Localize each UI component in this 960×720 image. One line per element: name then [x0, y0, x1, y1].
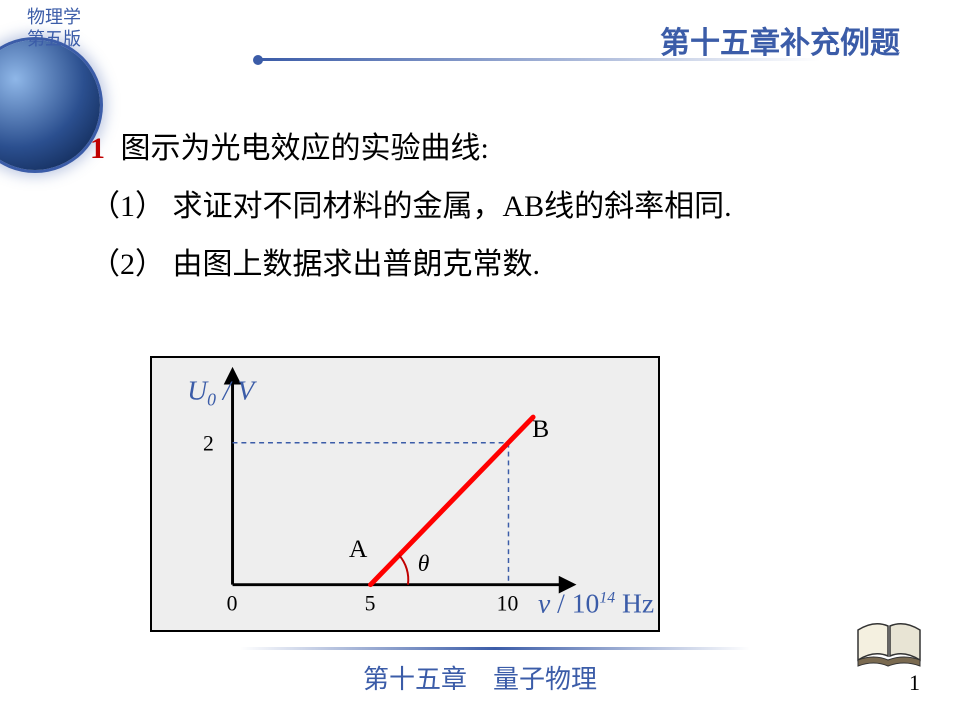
footer-rule — [240, 647, 750, 650]
textbook-edition: 第五版 — [24, 28, 84, 50]
xtick-10: 10 — [497, 591, 519, 615]
problem-number: 1 — [90, 132, 105, 165]
line-3-text: 由图上数据求出普朗克常数. — [173, 248, 541, 281]
line-1-text: 图示为光电效应的实验曲线: — [121, 132, 489, 165]
ytick-2: 2 — [203, 432, 214, 456]
page-number: 1 — [909, 670, 920, 696]
problem-text: 1 图示为光电效应的实验曲线: （1） 求证对不同材料的金属，AB线的斜率相同.… — [90, 120, 920, 294]
point-a-label: A — [349, 534, 368, 563]
line-1: 1 图示为光电效应的实验曲线: — [90, 120, 920, 178]
sub-1: （1） — [90, 190, 165, 223]
chart-svg: U0 / V 2 0 5 10 v / 1014 Hz A B θ — [152, 358, 658, 630]
theta-label: θ — [418, 551, 430, 577]
textbook-name: 物理学 — [24, 6, 84, 28]
line-2: （1） 求证对不同材料的金属，AB线的斜率相同. — [90, 178, 920, 236]
chapter-header: 第十五章补充例题 — [660, 18, 900, 62]
header-rule — [260, 58, 820, 61]
xtick-5: 5 — [365, 591, 376, 615]
sub-2: （2） — [90, 248, 165, 281]
photoelectric-chart: U0 / V 2 0 5 10 v / 1014 Hz A B θ — [150, 356, 660, 632]
point-b-label: B — [532, 414, 549, 443]
line-3: （2） 由图上数据求出普朗克常数. — [90, 236, 920, 294]
y-axis-label: U0 / V — [187, 374, 257, 409]
globe-decoration — [0, 40, 100, 170]
book-icon — [854, 616, 924, 670]
textbook-label: 物理学 第五版 — [24, 6, 84, 50]
x-axis-label: v / 1014 Hz — [538, 587, 654, 618]
xtick-0: 0 — [227, 591, 238, 615]
line-2-text: 求证对不同材料的金属，AB线的斜率相同. — [173, 190, 732, 223]
footer-text: 第十五章 量子物理 — [0, 659, 960, 696]
